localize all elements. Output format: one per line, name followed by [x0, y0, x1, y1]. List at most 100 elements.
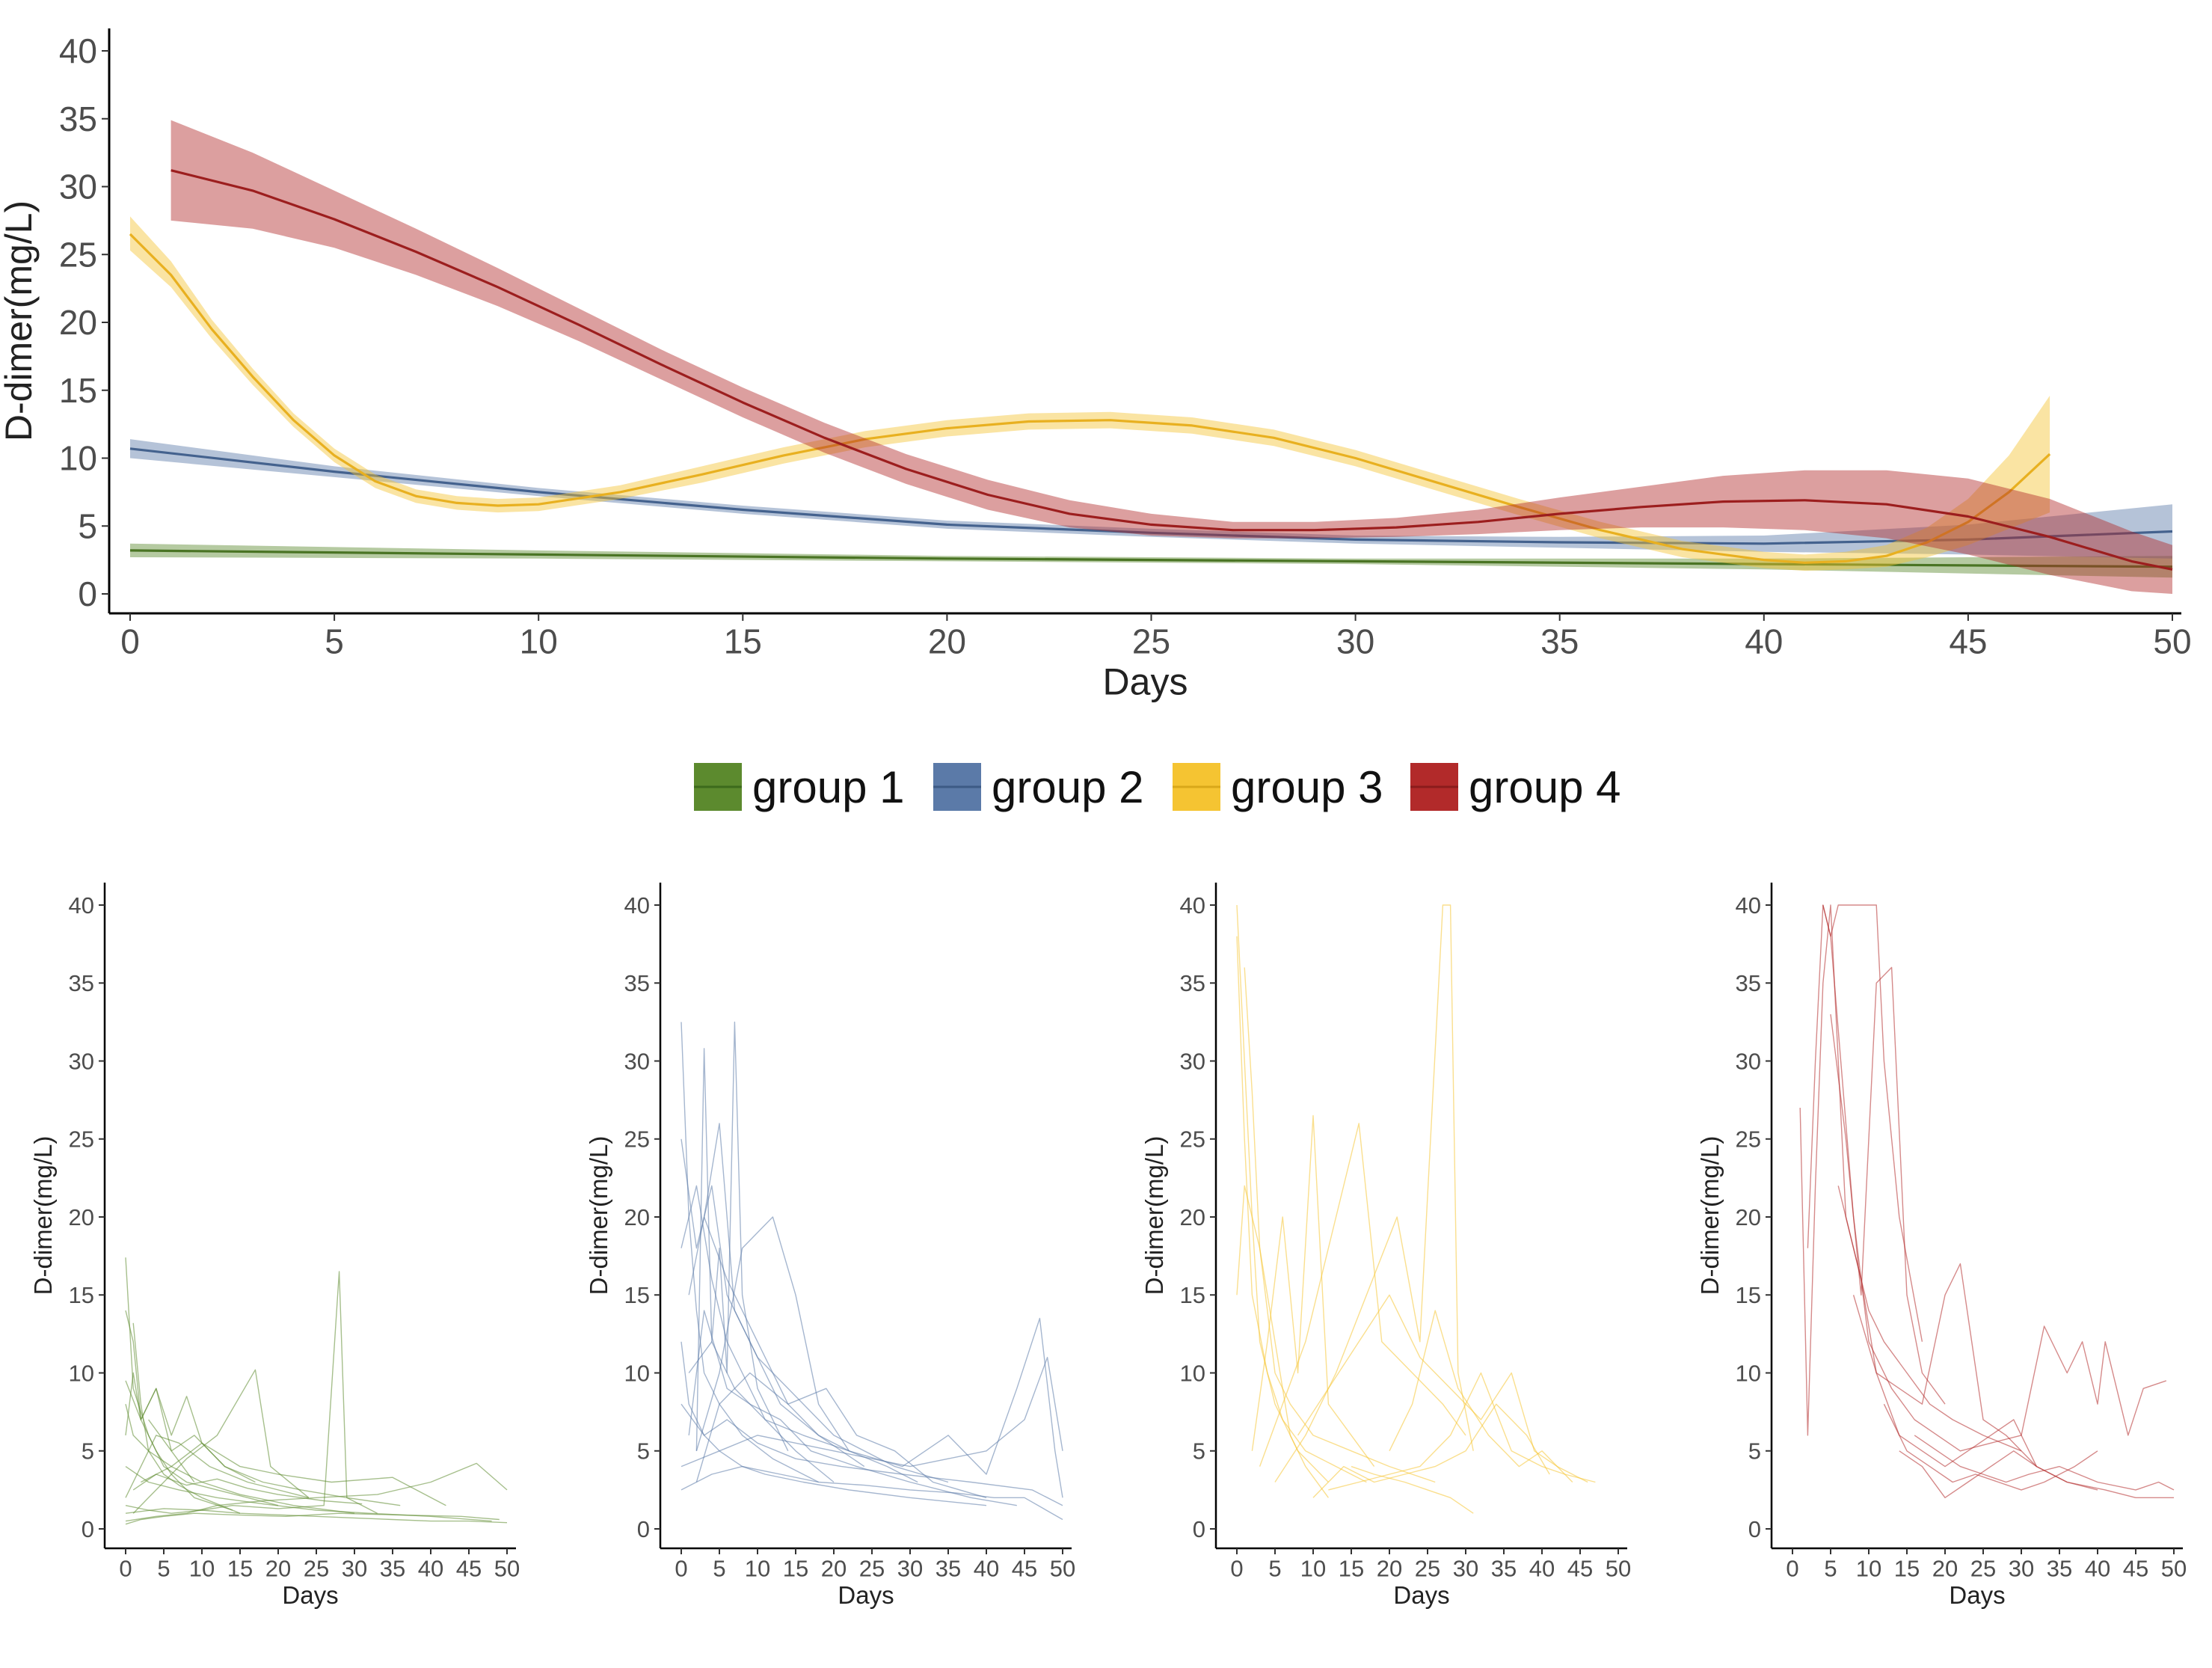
x-tick-label: 25 — [859, 1555, 885, 1581]
y-tick-label: 30 — [1180, 1048, 1205, 1074]
trajectory-line — [125, 1257, 279, 1506]
x-tick-label: 5 — [713, 1555, 725, 1581]
plot-area — [129, 120, 2173, 595]
y-tick-label: 40 — [1736, 892, 1761, 919]
legend-item-group-3: group 3 — [1173, 762, 1383, 812]
x-tick-label: 0 — [675, 1555, 687, 1581]
plot-area — [1799, 904, 2175, 1498]
x-tick-label: 40 — [1529, 1555, 1555, 1581]
x-tick-label: 40 — [2085, 1555, 2110, 1581]
trajectory-line — [1883, 1403, 2098, 1491]
trajectory-line — [1236, 1185, 1436, 1483]
x-tick-label: 50 — [1050, 1555, 1075, 1581]
x-tick-label: 20 — [1932, 1555, 1958, 1581]
confidence-band-group-2 — [130, 439, 2172, 559]
trajectory-line — [132, 1474, 363, 1505]
trajectory-line — [1899, 1450, 2174, 1498]
main-chart: 0 5 10 15 20 25 30 35 40 0 5 10 15 20 25 30 35 40 45 50 Days… — [0, 28, 2192, 703]
x-tick-label: 15 — [724, 622, 762, 661]
y-tick-label: 0 — [82, 1516, 94, 1542]
x-axis-label: Days — [838, 1581, 894, 1609]
trajectory-line — [1328, 1372, 1596, 1491]
trajectory-line — [681, 1185, 835, 1483]
x-tick-label: 20 — [821, 1555, 847, 1581]
trajectory-line — [1799, 904, 1847, 1436]
x-tick-label: 0 — [119, 1555, 132, 1581]
y-tick-label: 10 — [69, 1360, 94, 1386]
trajectory-line — [125, 1466, 492, 1522]
x-tick-label: 35 — [2047, 1555, 2072, 1581]
trajectory-line — [125, 1512, 500, 1525]
trajectory-line — [1259, 1123, 1466, 1467]
y-tick-label: 5 — [637, 1438, 650, 1465]
y-tick-label: 30 — [59, 168, 97, 206]
y-tick-label: 35 — [69, 970, 94, 996]
trajectory-line — [125, 1404, 355, 1514]
trajectory-line — [681, 1341, 987, 1506]
y-tick-label: 10 — [59, 439, 97, 478]
x-tick-label: 50 — [2153, 622, 2191, 661]
series-line-group-2 — [129, 447, 2173, 545]
x-tick-label: 45 — [1949, 622, 1987, 661]
x-tick-label: 30 — [1336, 622, 1374, 661]
x-tick-label: 10 — [189, 1555, 215, 1581]
trajectory-line — [1274, 904, 1474, 1483]
series-line-group-1 — [129, 549, 2173, 568]
y-tick-label: 35 — [1180, 970, 1205, 996]
x-axis-label: Days — [1393, 1581, 1449, 1609]
legend-label: group 3 — [1231, 762, 1383, 812]
x-tick-label: 30 — [342, 1555, 367, 1581]
trajectory-line — [1236, 904, 1329, 1483]
legend-item-group-2: group 2 — [933, 762, 1144, 812]
trajectory-line — [125, 1435, 309, 1498]
y-tick-label: 20 — [624, 1204, 650, 1230]
x-tick-label: 45 — [456, 1555, 482, 1581]
y-tick-label: 30 — [624, 1048, 650, 1074]
trajectory-line — [681, 1403, 1063, 1506]
confidence-band-group-4 — [170, 120, 2172, 595]
x-tick-label: 0 — [120, 622, 140, 661]
x-tick-label: 20 — [265, 1555, 291, 1581]
y-axis-label: D-dimer(mg/L) — [1696, 1136, 1724, 1296]
x-tick-label: 5 — [1268, 1555, 1281, 1581]
y-axis-label: D-dimer(mg/L) — [1140, 1136, 1168, 1296]
y-tick-label: 10 — [624, 1360, 650, 1386]
x-tick-label: 15 — [1894, 1555, 1920, 1581]
x-axis-label: Days — [1949, 1581, 2005, 1609]
y-tick-label: 15 — [1180, 1282, 1205, 1308]
y-tick-label: 20 — [1736, 1204, 1761, 1230]
x-tick-label: 40 — [418, 1555, 443, 1581]
y-tick-label: 25 — [59, 235, 97, 274]
y-tick-label: 30 — [69, 1048, 94, 1074]
legend-label: group 2 — [992, 762, 1144, 812]
y-tick-label: 20 — [69, 1204, 94, 1230]
y-tick-label: 0 — [637, 1516, 650, 1542]
y-tick-label: 35 — [59, 99, 97, 138]
trajectory-line — [125, 1310, 233, 1511]
legend-item-group-1: group 1 — [694, 762, 905, 812]
trajectory-line — [703, 1216, 918, 1483]
x-tick-label: 50 — [1606, 1555, 1631, 1581]
x-tick-label: 40 — [1745, 622, 1783, 661]
trajectory-line — [681, 1465, 1063, 1521]
x-tick-label: 15 — [783, 1555, 808, 1581]
x-tick-label: 35 — [380, 1555, 405, 1581]
plot-area — [125, 1257, 508, 1525]
y-tick-label: 40 — [69, 892, 94, 919]
y-tick-label: 20 — [1180, 1204, 1205, 1230]
y-tick-label: 5 — [1748, 1438, 1761, 1465]
y-tick-label: 25 — [624, 1126, 650, 1153]
x-tick-label: 0 — [1786, 1555, 1798, 1581]
x-tick-label: 25 — [304, 1555, 329, 1581]
trajectory-line — [1251, 1114, 1375, 1468]
y-tick-label: 30 — [1736, 1048, 1761, 1074]
trajectory-line — [125, 1372, 195, 1483]
trajectory-line — [681, 1357, 1063, 1468]
y-tick-label: 5 — [82, 1438, 94, 1465]
y-axis-label: D-dimer(mg/L) — [29, 1136, 57, 1296]
x-tick-label: 10 — [520, 622, 558, 661]
x-tick-label: 0 — [1230, 1555, 1243, 1581]
